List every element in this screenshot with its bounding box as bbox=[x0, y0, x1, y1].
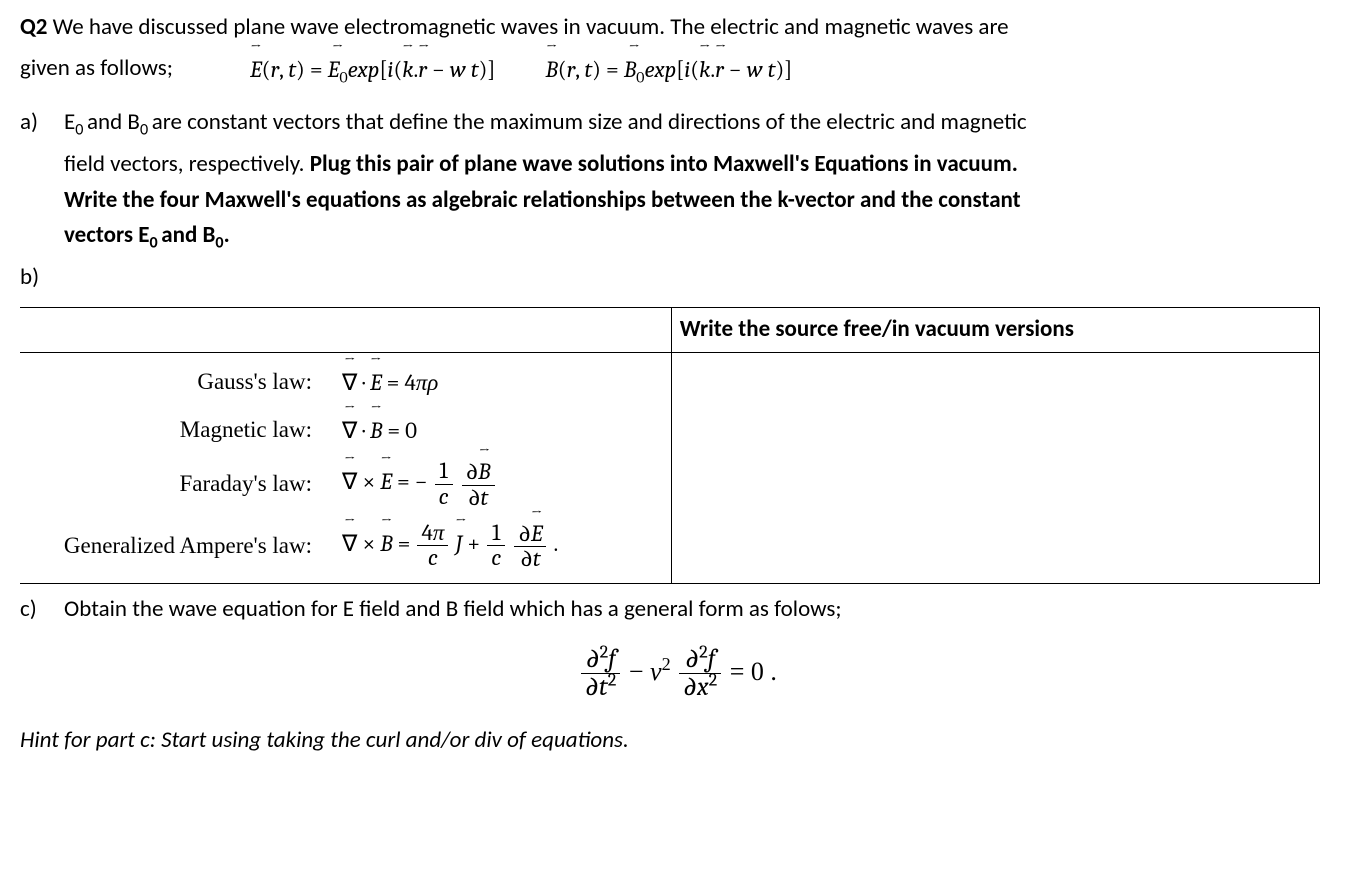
part-b: b) bbox=[20, 260, 1336, 296]
part-a: a) E0 and B0 are constant vectors that d… bbox=[20, 105, 1336, 254]
q2-intro-lead: given as follows; bbox=[20, 51, 200, 87]
part-a-bold2-line1: Write the four Maxwell's equations as al… bbox=[64, 183, 1336, 219]
q2-intro-text: We have discussed plane wave electromagn… bbox=[53, 13, 1009, 41]
part-c-hint: Hint for part c: Start using taking the … bbox=[20, 723, 1336, 759]
q2-equation-line: given as follows; E(r, t) = E0exp[i(k.r … bbox=[20, 50, 1336, 88]
law-name-faraday: Faraday's law: bbox=[32, 466, 312, 502]
law-name-magnetic: Magnetic law: bbox=[32, 412, 312, 448]
table-header-row: Write the source free/in vacuum versions bbox=[20, 308, 1320, 353]
part-a-bold1: Plug this pair of plane wave solutions i… bbox=[310, 150, 1018, 178]
part-a-body: E0 and B0 are constant vectors that defi… bbox=[64, 105, 1027, 141]
part-c-letter: c) bbox=[20, 592, 50, 628]
law-eq-faraday: ∇ × E = − 1c ∂B∂t bbox=[342, 458, 659, 509]
part-a-bold2-line2: vectors E0 and B0. bbox=[64, 218, 1336, 254]
part-c: c) Obtain the wave equation for E field … bbox=[20, 592, 1336, 628]
wave-minus: − bbox=[629, 656, 650, 685]
law-eq-ampere: ∇ × B = 4πc J + 1c ∂E∂t . bbox=[342, 520, 659, 571]
part-c-text: Obtain the wave equation for E field and… bbox=[64, 592, 842, 628]
page-root: Q2 We have discussed plane wave electrom… bbox=[0, 0, 1356, 890]
law-eq-magnetic: ∇ · B = 0 bbox=[342, 411, 659, 449]
part-a-line2: field vectors, respectively. Plug this p… bbox=[64, 147, 1336, 183]
wave-rhs: = 0 . bbox=[730, 656, 777, 685]
q2-B-equation: B(r, t) = B0exp[i(k.r − w t)] bbox=[545, 50, 792, 88]
law-eq-gauss: ∇ · E = 4πρ bbox=[342, 363, 659, 401]
ampere-tail: . bbox=[554, 530, 559, 557]
table-body-row: Gauss's law: ∇ · E = 4πρ Magnetic law: ∇… bbox=[20, 353, 1320, 584]
wave-equation: ∂2f∂t2 − v2 ∂2f∂x2 = 0 . bbox=[20, 646, 1336, 702]
part-a-letter: a) bbox=[20, 105, 50, 141]
table-vacuum-cell bbox=[671, 353, 1319, 584]
part-b-letter: b) bbox=[20, 260, 50, 296]
law-name-gauss: Gauss's law: bbox=[32, 364, 312, 400]
q2-E-equation: E(r, t) = E0exp[i(k.r − w t)] bbox=[250, 50, 495, 88]
table-laws-cell: Gauss's law: ∇ · E = 4πρ Magnetic law: ∇… bbox=[20, 353, 671, 584]
law-name-ampere: Generalized Ampere's law: bbox=[32, 528, 312, 564]
maxwell-table: Write the source free/in vacuum versions… bbox=[20, 307, 1320, 583]
q2-intro-line1: Q2 We have discussed plane wave electrom… bbox=[20, 10, 1336, 46]
table-header-left bbox=[20, 308, 671, 353]
q2-label: Q2 bbox=[20, 13, 47, 41]
table-header-right: Write the source free/in vacuum versions bbox=[671, 308, 1319, 353]
part-a-plain: E0 and B0 are constant vectors that defi… bbox=[64, 108, 1027, 136]
